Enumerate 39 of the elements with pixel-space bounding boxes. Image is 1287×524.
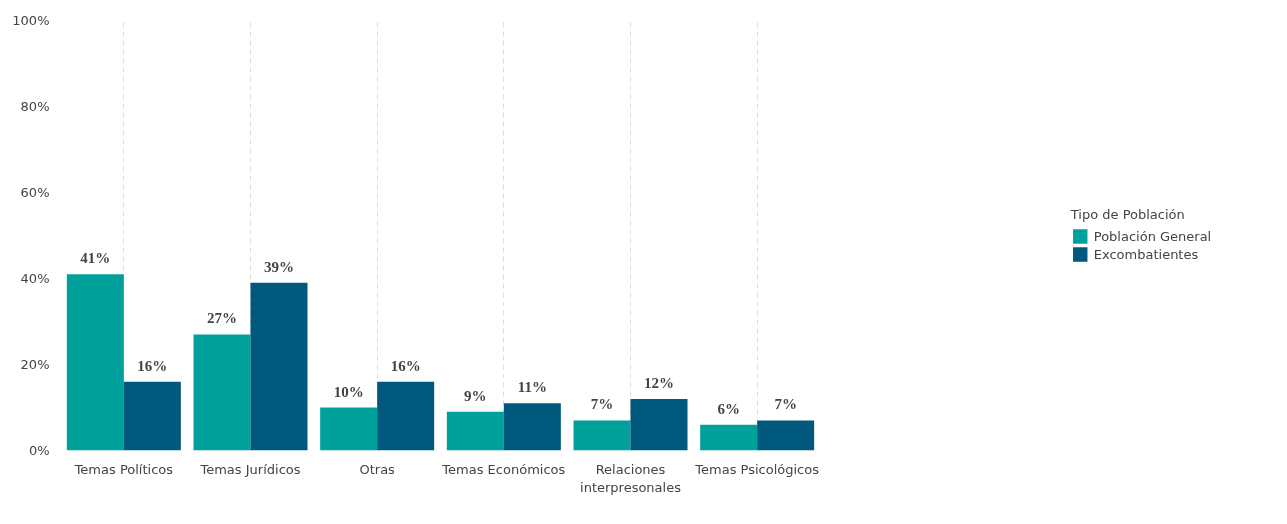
bar [66,274,124,451]
x-tick-label: Temas Psicológicos [694,461,820,477]
data-label: 9% [464,387,487,404]
y-tick-label: 20% [20,357,50,372]
data-label: 27% [207,310,237,327]
bar [446,411,504,451]
y-tick-label: 60% [20,185,50,200]
data-label: 7% [590,396,614,413]
bar [320,407,378,451]
x-tick-label: Temas Políticos [73,461,174,477]
bar [377,381,435,451]
legend-label: Población General [1093,228,1212,244]
data-label: 16% [390,357,421,374]
data-label: 16% [137,357,168,374]
x-tick-label: Otras [359,461,396,477]
bar [193,334,251,451]
bar [700,424,758,451]
data-label: 12% [644,374,674,391]
legend-label: Excombatientes [1093,246,1199,262]
bar [573,420,631,451]
bar [630,398,688,451]
bar [250,282,308,451]
x-tick-label: Temas Económicos [441,461,566,477]
bar [503,403,561,451]
x-tick-label: Temas Jurídicos [199,461,301,477]
data-label: 11% [517,379,547,396]
data-label: 39% [264,258,294,275]
data-label: 6% [717,400,740,417]
legend-title: Tipo de Población [1070,207,1186,222]
y-tick-label: 100% [12,13,50,28]
y-tick-label: 80% [20,99,50,114]
bar [123,381,181,451]
data-label: 7% [774,396,797,413]
x-tick-label: Relaciones interpresonales [580,461,682,495]
bar [757,420,815,451]
data-label: 41% [80,250,111,267]
y-tick-label: 0% [28,443,50,458]
data-label: 10% [333,383,364,400]
y-tick-label: 40% [20,271,50,286]
